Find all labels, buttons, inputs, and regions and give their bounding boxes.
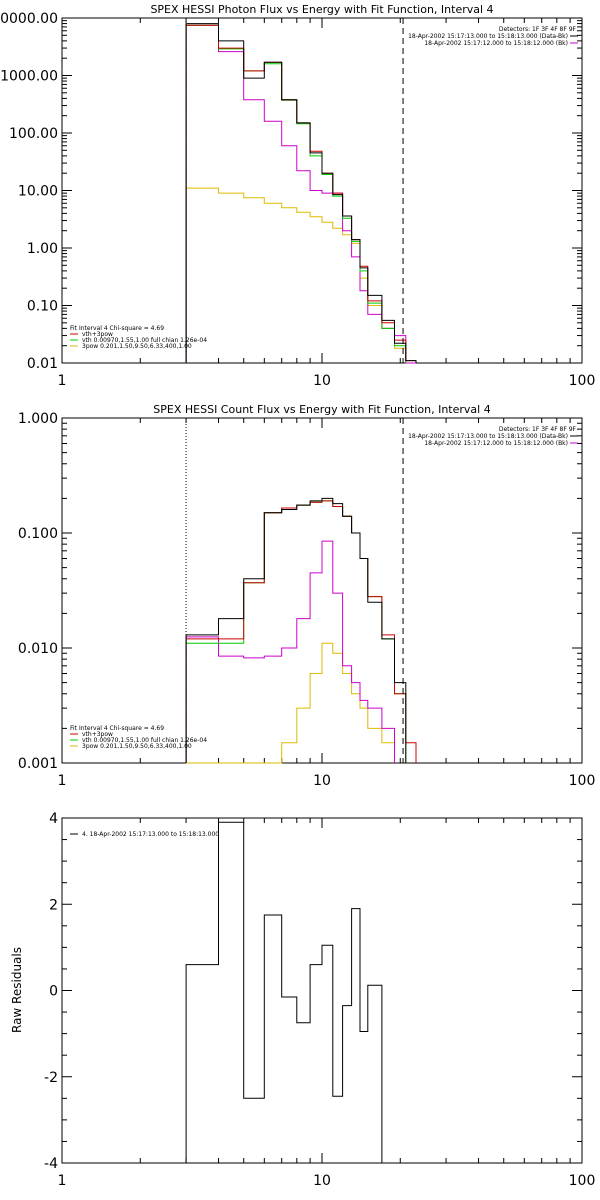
series-vth bbox=[185, 500, 407, 763]
residuals-y-tick-label: 4 bbox=[49, 811, 58, 827]
fit-legend-label: vth 0.00970,1.55,1.00 full chian 1.26e-0… bbox=[82, 337, 207, 344]
residuals-series-group bbox=[185, 821, 395, 1164]
series-3pow bbox=[185, 187, 407, 363]
residuals-x-tick-labels: 1 10 100 bbox=[58, 1173, 596, 1189]
series-data-bk bbox=[185, 23, 417, 363]
fit-legend-label: vth 0.00970,1.55,1.00 full chian 1.26e-0… bbox=[82, 737, 207, 744]
count-y-tick-label: 1.000 bbox=[18, 411, 58, 427]
series-vth bbox=[185, 24, 407, 363]
count-flux-panel: SPEX HESSI Count Flux vs Energy with Fit… bbox=[18, 403, 595, 789]
residuals-y-tick-label: 2 bbox=[49, 897, 58, 913]
count-axis-ticks bbox=[61, 417, 583, 764]
residuals-y-tick-label: 0 bbox=[49, 984, 58, 1000]
photon-y-tick-label: 100.00 bbox=[9, 126, 58, 142]
residuals-plot-frame bbox=[61, 817, 583, 1164]
photon-series-group bbox=[185, 23, 417, 364]
photon-legend-top: 18-Apr-2002 15:17:13.000 to 15:18:13.000… bbox=[408, 33, 578, 47]
photon-flux-title: SPEX HESSI Photon Flux vs Energy with Fi… bbox=[150, 3, 493, 16]
fit-legend-label: 3pow 0.201,1.50,9.50,6.33,400,1.00 bbox=[82, 343, 192, 350]
photon-y-tick-labels: 0.01 0.10 1.00 10.00 100.00 1000.00 10000.00 bbox=[0, 11, 58, 372]
count-y-tick-label: 0.001 bbox=[18, 756, 58, 772]
residuals-y-tick-labels: -4 -2 0 2 4 bbox=[44, 811, 58, 1172]
fit-legend-title: Fit Interval 4 Chi-square = 4.69 bbox=[70, 325, 164, 332]
fit-legend-title: Fit Interval 4 Chi-square = 4.69 bbox=[70, 725, 164, 732]
photon-x-tick-label: 10 bbox=[313, 373, 331, 389]
count-x-tick-label: 1 bbox=[58, 773, 67, 789]
legend-entry-label: 18-Apr-2002 15:17:13.000 to 15:18:13.000… bbox=[408, 33, 568, 40]
residuals-axis-ticks bbox=[61, 817, 583, 1164]
count-y-tick-label: 0.010 bbox=[18, 641, 58, 657]
series-data-bk bbox=[185, 497, 407, 763]
count-y-tick-label: 0.100 bbox=[18, 526, 58, 542]
legend-entry-label: 18-Apr-2002 15:17:12.000 to 15:18:12.000… bbox=[424, 440, 568, 447]
series-residuals bbox=[185, 821, 395, 1164]
count-detectors-label: Detectors: 1F 3F 4F 8F 9F bbox=[499, 426, 577, 433]
photon-y-tick-label: 1000.00 bbox=[0, 69, 58, 85]
series-3pow bbox=[186, 642, 395, 764]
photon-axis-ticks bbox=[61, 17, 583, 364]
photon-x-tick-label: 100 bbox=[569, 373, 596, 389]
count-flux-title: SPEX HESSI Count Flux vs Energy with Fit… bbox=[153, 403, 490, 416]
photon-y-tick-label: 10000.00 bbox=[0, 11, 58, 27]
count-plot-frame bbox=[61, 417, 583, 764]
legend-entry-label: 18-Apr-2002 15:17:12.000 to 15:18:12.000… bbox=[424, 40, 568, 47]
series-bk bbox=[185, 540, 395, 763]
count-x-tick-label: 10 bbox=[313, 773, 331, 789]
count-legend-bottom: Fit Interval 4 Chi-square = 4.69vth+3pow… bbox=[70, 725, 207, 750]
residuals-x-tick-label: 100 bbox=[569, 1173, 596, 1189]
residuals-y-tick-label: -2 bbox=[44, 1070, 58, 1086]
legend-entry-label: 4. 18-Apr-2002 15:17:13.000 to 15:18:13.… bbox=[82, 831, 219, 838]
residuals-y-axis-label: Raw Residuals bbox=[10, 947, 24, 1033]
residuals-y-tick-label: -4 bbox=[44, 1156, 58, 1172]
photon-detectors-label: Detectors: 1F 3F 4F 8F 9F bbox=[499, 26, 577, 33]
residuals-x-tick-label: 10 bbox=[313, 1173, 331, 1189]
residuals-legend: 4. 18-Apr-2002 15:17:13.000 to 15:18:13.… bbox=[70, 831, 219, 838]
photon-y-tick-label: 1.00 bbox=[27, 241, 58, 257]
residuals-x-tick-label: 1 bbox=[58, 1173, 67, 1189]
count-marker-lines bbox=[185, 418, 404, 763]
count-x-tick-labels: 1 10 100 bbox=[58, 773, 596, 789]
fit-legend-label: 3pow 0.201,1.50,9.50,6.33,400,1.00 bbox=[82, 743, 192, 750]
photon-x-tick-labels: 1 10 100 bbox=[58, 373, 596, 389]
photon-flux-panel: SPEX HESSI Photon Flux vs Energy with Fi… bbox=[0, 3, 595, 389]
photon-y-tick-label: 0.01 bbox=[27, 356, 58, 372]
fit-legend-label: vth+3pow bbox=[82, 731, 113, 738]
photon-legend-bottom: Fit Interval 4 Chi-square = 4.69vth+3pow… bbox=[70, 325, 207, 350]
count-y-tick-labels: 0.001 0.010 0.100 1.000 bbox=[18, 411, 58, 772]
count-series-group bbox=[185, 497, 417, 764]
photon-y-tick-label: 0.10 bbox=[27, 299, 58, 315]
legend-entry-label: 18-Apr-2002 15:17:13.000 to 15:18:13.000… bbox=[408, 433, 568, 440]
photon-y-tick-label: 10.00 bbox=[18, 184, 58, 200]
fit-legend-label: vth+3pow bbox=[82, 331, 113, 338]
count-x-tick-label: 100 bbox=[569, 773, 596, 789]
count-legend-top: 18-Apr-2002 15:17:13.000 to 15:18:13.000… bbox=[408, 433, 578, 447]
photon-marker-lines bbox=[185, 18, 404, 363]
residuals-panel: Raw Residuals -4 -2 0 2 4 1 10 100 4. 18-Apr-2… bbox=[10, 811, 595, 1189]
photon-x-tick-label: 1 bbox=[58, 373, 67, 389]
